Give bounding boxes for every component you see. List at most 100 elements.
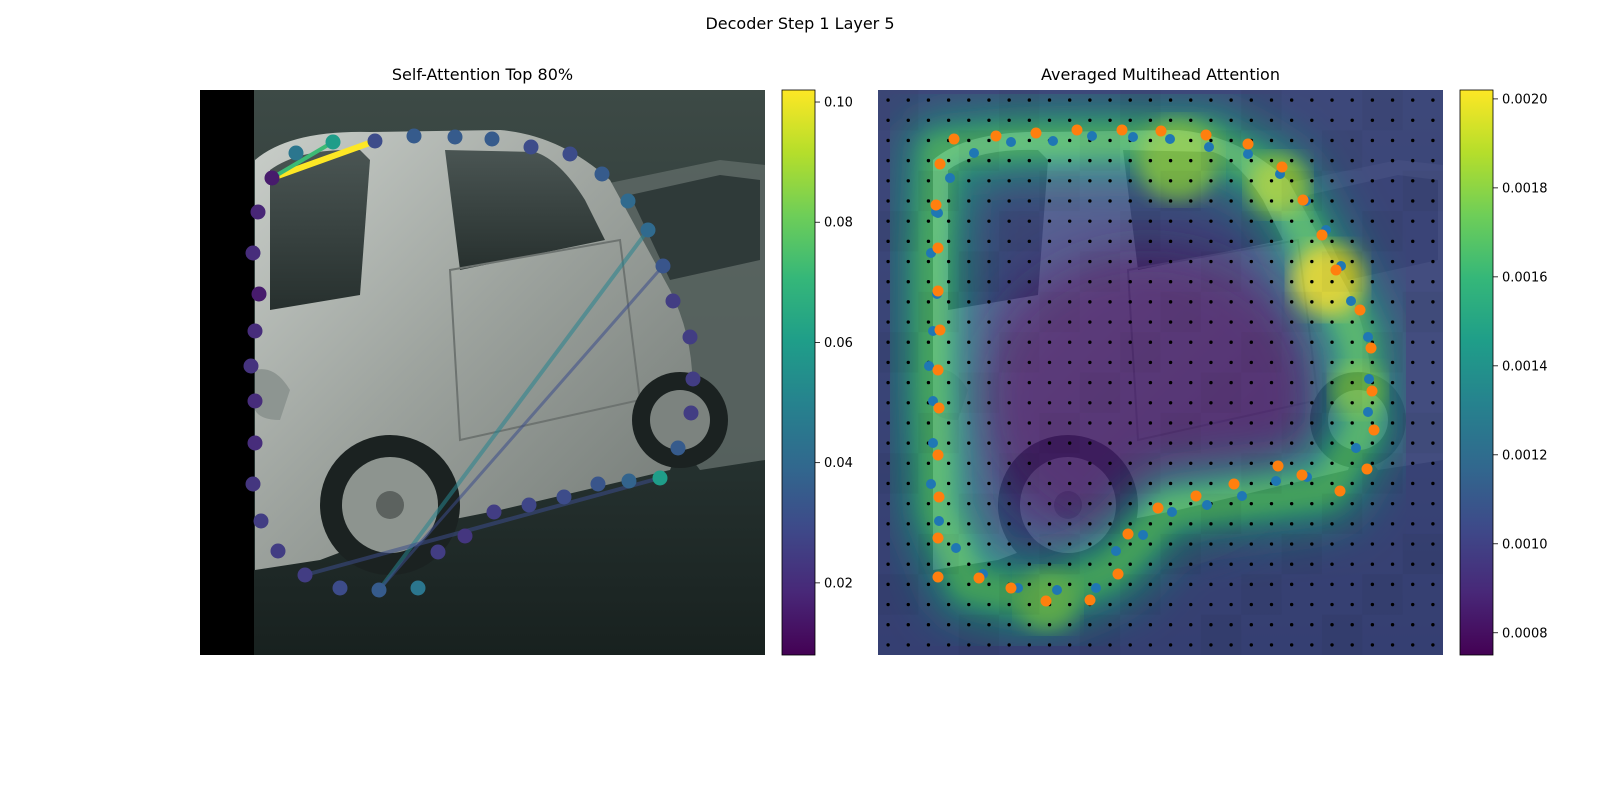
grid-dot [1431,239,1435,244]
grid-dot [1128,199,1132,203]
grid-dot [946,118,951,122]
attention-point-1 [250,204,266,220]
orange-point-8 [1242,138,1254,150]
grid-dot [1289,118,1294,122]
heatmap-cell [1241,90,1281,130]
grid-dot [1229,562,1233,566]
grid-dot [946,582,951,587]
heatmap-cell [1403,534,1443,574]
grid-dot [1249,522,1254,526]
grid-dot [987,199,991,203]
grid-dot [1431,461,1435,466]
attention-line-3 [303,476,662,577]
attention-line-1 [270,140,335,180]
heatmap-cell [1322,130,1362,170]
grid-dot [1168,179,1173,183]
grid-dot [1168,158,1173,163]
grid-dot [1229,320,1233,324]
grid-dot [987,501,991,506]
self-attention-colorbar-tick-label-0: 0.02 [824,576,853,591]
grid-dot [946,461,951,466]
grid-dot [1027,623,1032,627]
grid-dot [1229,360,1233,365]
grid-dot [1168,501,1173,506]
grid-dot [1411,602,1415,607]
grid-dot [987,441,991,445]
grid-dot [1390,219,1395,223]
figure-title: Decoder Step 1 Layer 5 [705,14,894,33]
attention-point-39 [288,145,304,161]
grid-dot [987,360,991,365]
attention-point-16 [457,528,473,544]
grid-dot [1088,199,1092,203]
attention-point-27 [665,293,681,309]
heatmap-cell [1403,413,1443,453]
grid-dot [1289,158,1294,163]
orange-point-0 [934,158,946,170]
grid-dot [1088,360,1092,365]
grid-dot [967,360,971,365]
grid-dot [967,219,971,223]
attention-line-2 [377,228,650,592]
grid-dot [1249,562,1254,566]
grid-dot [886,643,890,647]
grid-dot [1249,461,1254,466]
grid-dot [1088,501,1092,506]
heatmap-cell [1322,494,1362,534]
attention-point-24 [683,405,699,421]
grid-dot [1350,522,1354,526]
grid-dot [967,461,971,466]
orange-point-5 [1116,124,1128,136]
grid-dot [1350,118,1354,122]
grid-dot [1108,542,1112,546]
grid-dot [1390,158,1395,163]
grid-dot [1431,441,1435,445]
grid-dot [1289,522,1294,526]
grid-dot [1027,401,1032,405]
grid-dot [1390,138,1395,143]
grid-dot [987,158,991,163]
grid-dot [1330,98,1334,102]
grid-dot [1027,98,1032,102]
grid-dot [1330,279,1334,284]
grid-dot [1269,300,1274,304]
grid-dot [1189,199,1193,203]
grid-dot [906,360,910,365]
heatmap-cell [1403,292,1443,332]
heatmap-cell [999,574,1039,614]
grid-dot [1027,602,1032,607]
grid-dot [1350,340,1354,344]
grid-dot [1411,380,1415,385]
heatmap-cell [1201,615,1241,655]
attention-point-28 [655,258,671,274]
grid-dot [1007,360,1011,365]
attention-point-25 [685,371,701,387]
grid-dot [1007,158,1011,163]
grid-dot [1370,582,1375,587]
blue-point-22 [1202,500,1212,510]
grid-dot [1229,501,1233,506]
grid-dot [1148,461,1153,466]
grid-dot [886,239,890,244]
grid-dot [1047,340,1052,344]
grid-dot [967,582,971,587]
grid-dot [1168,421,1173,425]
grid-dot [906,501,910,506]
grid-dot [1067,461,1072,466]
grid-dot [926,179,931,183]
grid-dot [1108,158,1112,163]
grid-dot [1088,380,1092,385]
grid-dot [1047,98,1052,102]
grid-dot [1249,118,1254,122]
grid-dot [987,602,991,607]
attention-point-12 [332,580,348,596]
grid-dot [1027,138,1032,143]
grid-dot [906,582,910,587]
grid-dot [1310,360,1314,365]
grid-dot [1411,259,1415,264]
multihead-attention-colorbar-tick-label-1: 0.0010 [1502,537,1548,552]
grid-dot [967,522,971,526]
grid-dot [1390,320,1395,324]
grid-dot [886,623,890,627]
grid-dot [1431,300,1435,304]
